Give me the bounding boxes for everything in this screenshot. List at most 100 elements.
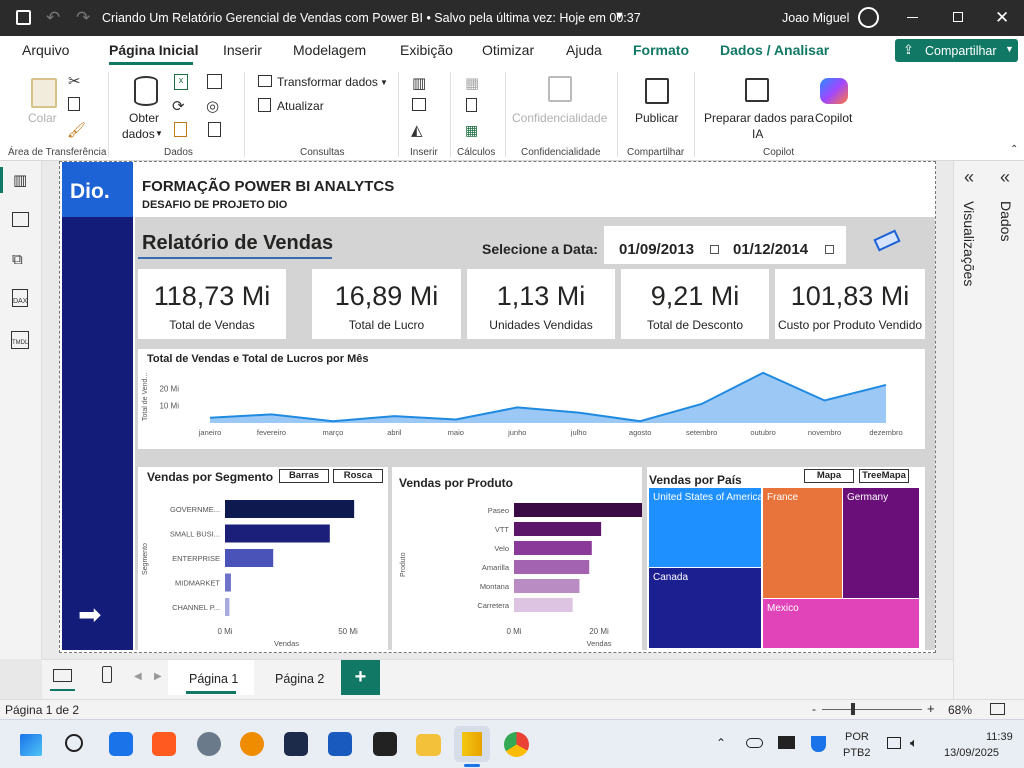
ai-prep-icon[interactable] (745, 78, 769, 102)
onedrive-icon[interactable] (746, 738, 763, 748)
treemap-tile-mexico[interactable]: Mexico (763, 599, 919, 648)
transform-data-button[interactable]: Transformar dados (277, 75, 378, 89)
powerbi-icon[interactable] (454, 726, 490, 762)
report-view-icon[interactable]: ▥ (13, 172, 28, 189)
table-icon[interactable] (207, 74, 222, 89)
volume-icon[interactable]: 🔈︎ (910, 735, 918, 750)
format-painter-icon[interactable]: 🖌 (67, 122, 87, 139)
redo-icon[interactable]: ↷ (76, 8, 91, 27)
collapse-ribbon-icon[interactable]: ⌃ (1010, 144, 1019, 155)
tray-app-icon[interactable] (778, 736, 795, 749)
get-data-button-line1[interactable]: Obter (129, 111, 160, 125)
windows-start-icon[interactable] (20, 734, 42, 756)
segment-chart[interactable]: Vendas por Segmento Barras Rosca Segment… (138, 467, 388, 650)
app-vector-icon[interactable] (284, 732, 308, 756)
date-end-input[interactable]: 01/12/2014 (733, 241, 809, 258)
tab-otimizar[interactable]: Otimizar (482, 42, 535, 58)
undo-icon[interactable]: ↶ (46, 8, 61, 27)
tab-dados-analisar[interactable]: Dados / Analisar (720, 42, 830, 58)
zoom-in-icon[interactable]: + (927, 701, 935, 716)
visualizations-pane-label[interactable]: Visualizações (961, 201, 977, 287)
transform-icon[interactable] (258, 75, 272, 87)
tab-formato[interactable]: Formato (633, 42, 689, 58)
prepare-ai-button-line2[interactable]: IA (752, 127, 764, 141)
expand-visualizations-icon[interactable]: « (964, 167, 975, 187)
tab-inserir[interactable]: Inserir (223, 42, 262, 58)
treemap-tile-canada[interactable]: Canada (649, 568, 761, 648)
minimize-icon[interactable] (907, 17, 918, 18)
app-dark-icon[interactable] (373, 732, 397, 756)
maximize-icon[interactable] (953, 12, 963, 22)
treemap-toggle-button[interactable]: TreeMapa (859, 469, 909, 483)
date-start-input[interactable]: 01/09/2013 (619, 241, 695, 258)
next-page-icon[interactable]: ▶ (154, 671, 162, 682)
tab-arquivo[interactable]: Arquivo (22, 42, 70, 58)
clock-time[interactable]: 11:39 (986, 731, 1013, 743)
sql-icon[interactable] (174, 122, 187, 137)
publish-icon[interactable] (645, 78, 669, 104)
refresh-button[interactable]: Atualizar (277, 99, 324, 113)
zoom-level[interactable]: 68% (948, 703, 973, 717)
bars-toggle-button[interactable]: Barras (279, 469, 329, 483)
close-icon[interactable]: ✕ (995, 8, 1010, 27)
database-icon[interactable] (134, 76, 158, 106)
recent-sources-icon[interactable]: ◎ (206, 98, 220, 115)
copilot-icon[interactable] (820, 78, 848, 104)
save-icon[interactable] (16, 10, 31, 25)
calendar-icon[interactable] (710, 245, 719, 254)
paste-icon[interactable] (31, 78, 57, 108)
title-dropdown-icon[interactable]: ▼ (614, 10, 625, 22)
prev-page-icon[interactable]: ◀ (134, 671, 142, 682)
visual-icon[interactable]: ▥ (412, 75, 427, 92)
mobile-layout-icon[interactable] (102, 666, 112, 683)
word-icon[interactable] (328, 732, 352, 756)
app-orange-icon[interactable] (152, 732, 176, 756)
treemap-tile-france[interactable]: France (763, 488, 842, 598)
expand-data-icon[interactable]: « (1000, 167, 1011, 187)
tab-modelagem[interactable]: Modelagem (293, 42, 367, 58)
map-toggle-button[interactable]: Mapa (804, 469, 854, 483)
arrow-right-icon[interactable]: ➡ (78, 599, 102, 630)
model-view-icon[interactable]: ⧉ (12, 251, 23, 268)
clock-date[interactable]: 13/09/2025 (944, 747, 1000, 759)
zoom-slider-thumb[interactable] (851, 703, 855, 715)
monthly-sales-chart[interactable]: Total de Vendas e Total de Lucros por Mê… (138, 349, 925, 449)
chevron-up-icon[interactable]: ⌃ (716, 736, 727, 750)
quick-measure-icon[interactable]: ▦ (465, 122, 479, 138)
product-chart[interactable]: Vendas por Produto Produto Paseo VTT Velo A… (392, 467, 642, 650)
get-data-button-line2[interactable]: dados (122, 127, 155, 141)
fit-page-icon[interactable] (990, 703, 1005, 715)
treemap-tile-usa[interactable]: United States of America (649, 488, 763, 567)
security-icon[interactable] (811, 736, 826, 752)
store-icon[interactable] (109, 732, 133, 756)
settings-icon[interactable] (197, 732, 221, 756)
dataverse-icon[interactable]: ⟳ (172, 98, 185, 115)
cut-icon[interactable]: ✂ (68, 73, 81, 90)
shapes-icon[interactable]: ◭ (411, 122, 423, 139)
donut-toggle-button[interactable]: Rosca (333, 469, 383, 483)
zoom-out-icon[interactable]: - (812, 702, 816, 716)
calendar-icon[interactable] (825, 245, 834, 254)
file-explorer-icon[interactable] (416, 734, 441, 756)
publish-button[interactable]: Publicar (635, 111, 679, 125)
prepare-ai-button-line1[interactable]: Preparar dados para (704, 111, 815, 125)
add-page-button[interactable]: + (341, 660, 380, 695)
enter-data-icon[interactable] (208, 122, 221, 137)
calculator-icon[interactable] (466, 98, 477, 112)
copy-icon[interactable] (68, 97, 80, 111)
data-pane-label[interactable]: Dados (998, 201, 1014, 242)
copilot-button[interactable]: Copilot (815, 111, 853, 125)
tmdl-view-icon[interactable]: TMDL (11, 331, 29, 349)
tab-pagina-inicial[interactable]: Página Inicial (109, 42, 199, 58)
treemap-tile-germany[interactable]: Germany (843, 488, 919, 598)
tab-page-2[interactable]: Página 2 (275, 672, 325, 686)
network-icon[interactable] (887, 737, 901, 749)
tab-page-1[interactable]: Página 1 (168, 660, 254, 695)
desktop-layout-icon[interactable] (53, 669, 72, 682)
language-line1[interactable]: POR (845, 731, 869, 743)
app-circle-icon[interactable] (240, 732, 264, 756)
excel-icon[interactable]: x (174, 74, 188, 90)
zoom-slider[interactable] (822, 709, 922, 710)
paste-button[interactable]: Colar (28, 111, 57, 125)
search-icon[interactable] (65, 734, 83, 752)
